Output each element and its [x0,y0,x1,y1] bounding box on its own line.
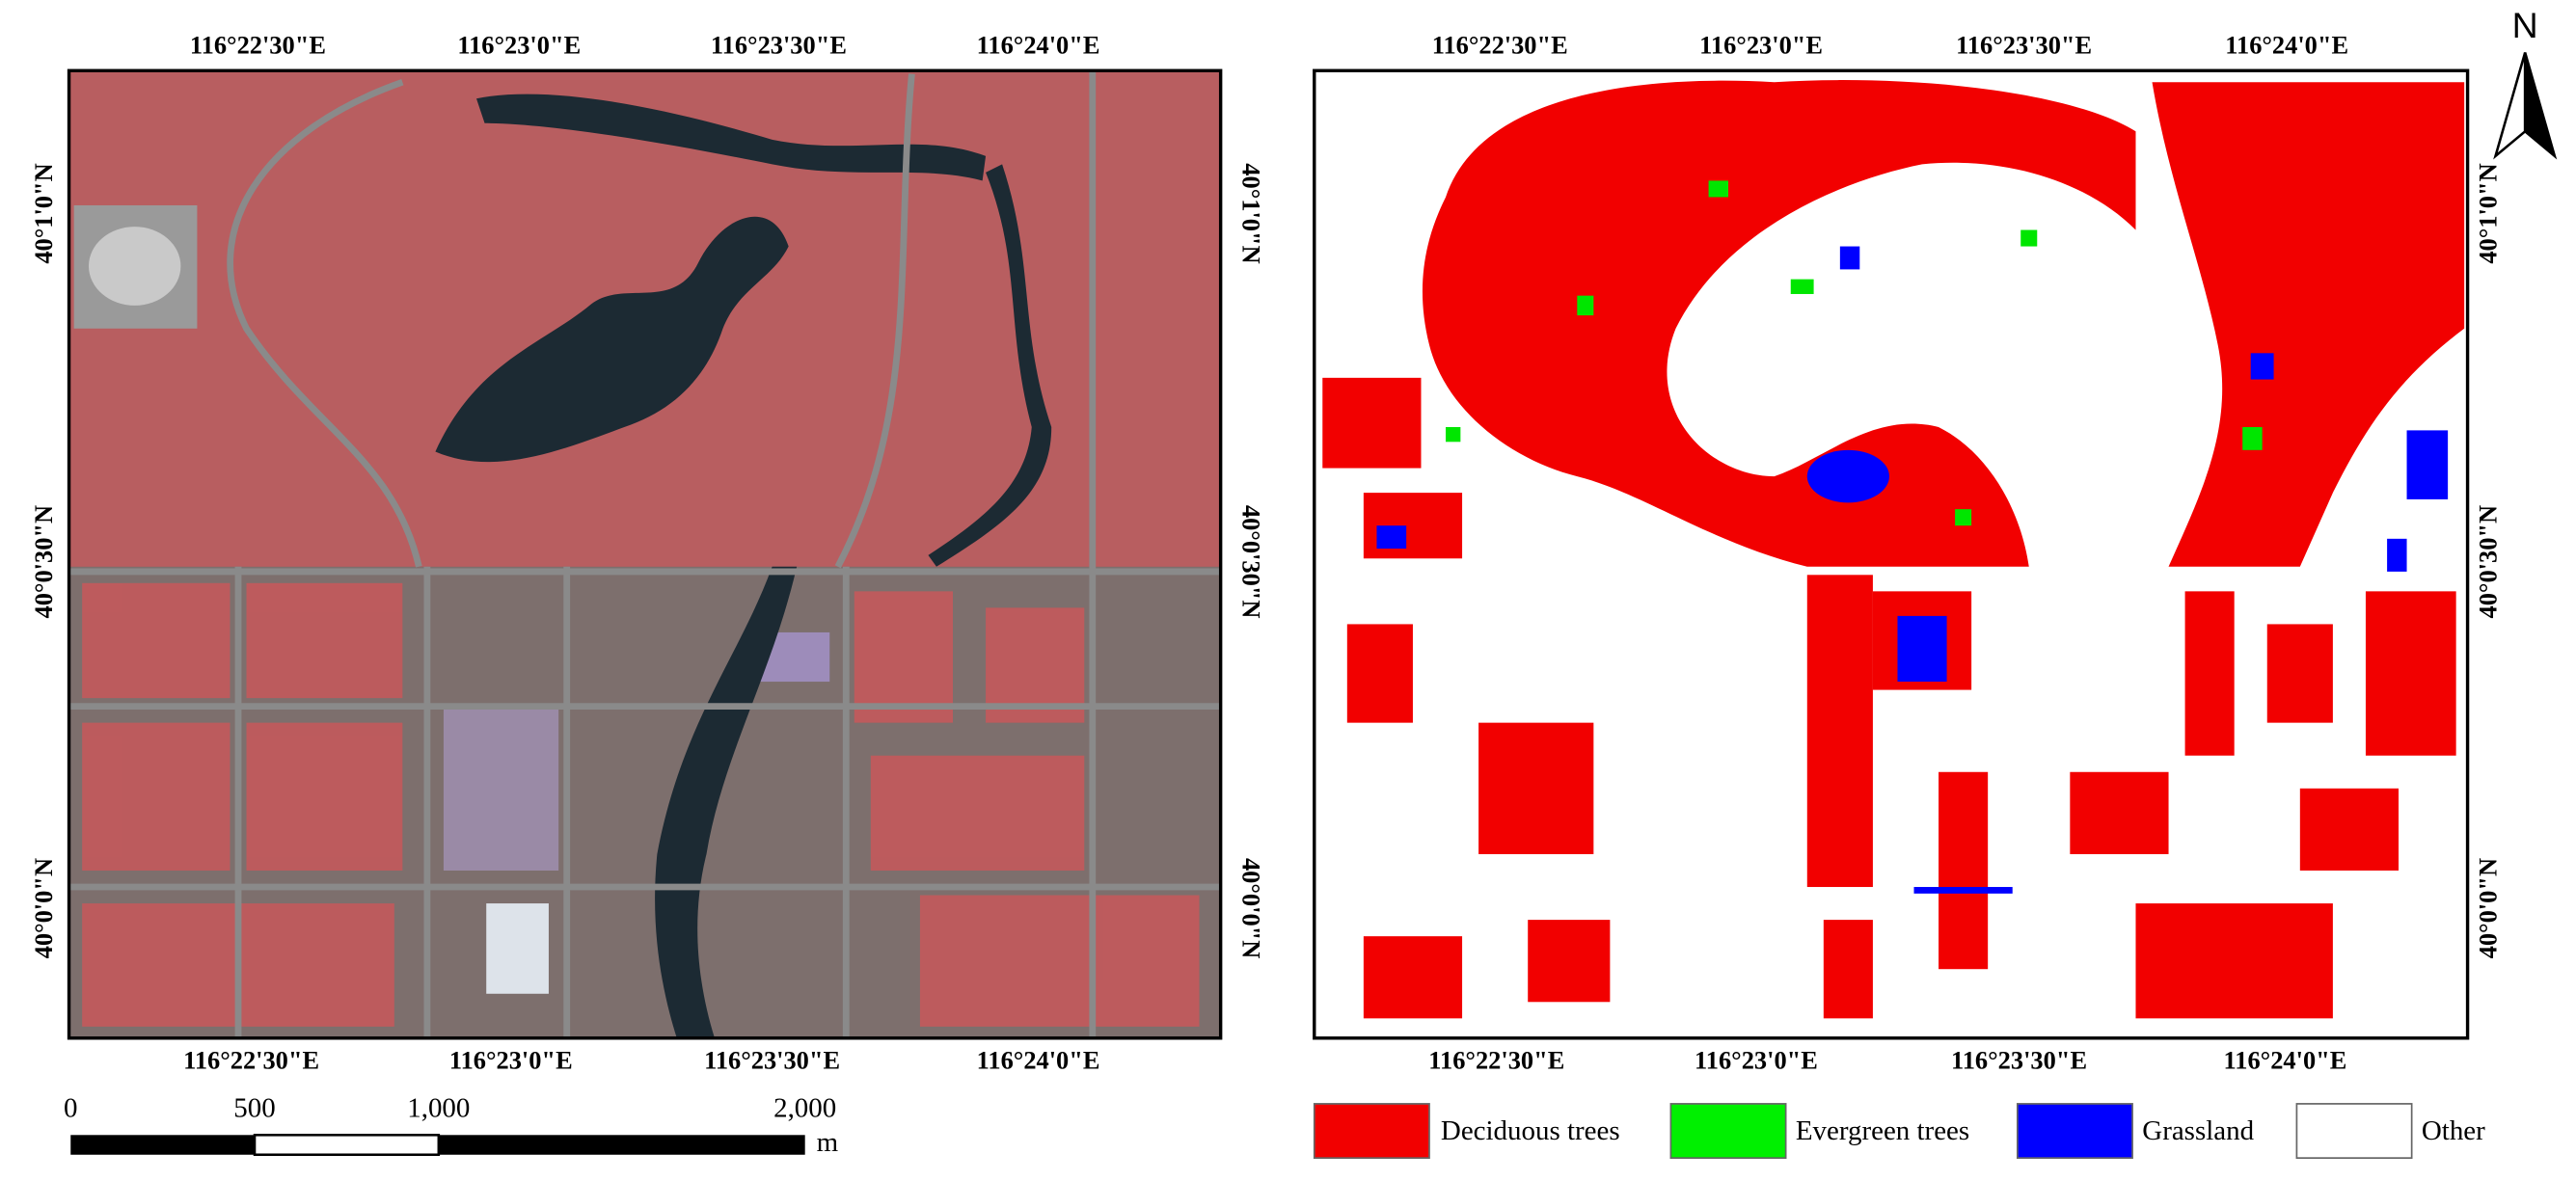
left-side-labels: 40°1'0"N 40°0'30"N 40°0'0"N [29,163,58,958]
left-bottom-labels: 116°22'30"E 116°23'0"E 116°23'30"E 116°2… [183,1045,1099,1074]
legend-label: Other [2422,1115,2485,1146]
lat-label: 40°0'0"N [29,858,58,958]
lon-label: 116°23'0"E [1695,1045,1818,1074]
scale-bar: 0 500 1,000 2,000 m [64,1092,839,1158]
lat-label: 40°0'30"N [2473,505,2502,619]
lon-label: 116°22'30"E [1432,30,1568,59]
lat-label: 40°0'0"N [1237,858,1266,958]
lat-label: 40°0'30"N [1237,505,1266,619]
right-bottom-labels: 116°22'30"E 116°23'0"E 116°23'30"E 116°2… [1428,1045,2346,1074]
lon-label: 116°23'30"E [1951,1045,2087,1074]
lon-label: 116°24'0"E [2225,30,2348,59]
legend-label: Grassland [2142,1115,2254,1146]
north-label: N [2512,5,2538,45]
legend: Deciduous trees Evergreen trees Grasslan… [1313,1103,2485,1159]
left-top-labels: 116°22'30"E 116°23'0"E 116°23'30"E 116°2… [190,30,1100,59]
lon-label: 116°22'30"E [190,30,326,59]
lon-label: 116°23'30"E [711,30,847,59]
scale-label: 500 [233,1092,275,1123]
lon-label: 116°23'30"E [704,1045,840,1074]
lat-label: 40°1'0"N [1237,163,1266,263]
lon-label: 116°24'0"E [977,30,1100,59]
lon-label: 116°24'0"E [977,1045,1100,1074]
classification-map [1313,68,2470,1040]
lon-label: 116°22'30"E [183,1045,319,1074]
satellite-map [67,68,1223,1040]
legend-label: Evergreen trees [1796,1115,1969,1146]
right-right-labels: 40°1'0"N 40°0'30"N 40°0'0"N [2473,163,2502,958]
lon-label: 116°24'0"E [2224,1045,2347,1074]
lon-label: 116°22'30"E [1428,1045,1564,1074]
legend-label: Deciduous trees [1441,1115,1620,1146]
scale-label: 1,000 [407,1092,470,1123]
north-arrow: N [2493,5,2558,160]
lon-label: 116°23'0"E [457,30,581,59]
lon-label: 116°23'30"E [1956,30,2092,59]
lat-label: 40°1'0"N [2473,163,2502,263]
lat-label: 40°0'0"N [2473,858,2502,958]
scale-label: 0 [64,1092,77,1123]
lon-label: 116°23'0"E [1699,30,1823,59]
lat-label: 40°0'30"N [29,505,58,619]
lon-label: 116°23'0"E [449,1045,573,1074]
lat-label: 40°1'0"N [29,163,58,263]
right-top-labels: 116°22'30"E 116°23'0"E 116°23'30"E 116°2… [1432,30,2348,59]
scale-label: 2,000 [773,1092,836,1123]
scale-unit: m [817,1127,839,1158]
right-left-labels: 40°1'0"N 40°0'30"N 40°0'0"N [1237,163,1266,958]
